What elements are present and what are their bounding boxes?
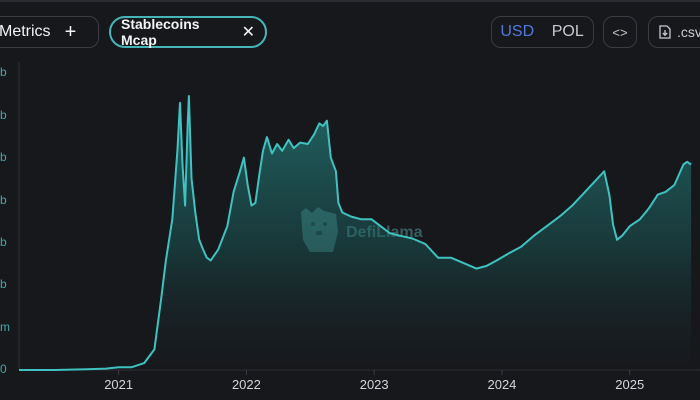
y-tick-label: b — [0, 108, 7, 122]
x-tick-label: 2025 — [615, 377, 644, 392]
x-tick-label: 2021 — [104, 377, 133, 392]
currency-option-usd[interactable]: USD — [500, 23, 535, 40]
code-icon: <> — [612, 24, 628, 40]
x-tick-label: 2024 — [487, 377, 516, 392]
plus-icon: + — [64, 21, 77, 43]
top-border — [0, 0, 700, 2]
y-tick-label: b — [0, 235, 7, 249]
close-icon[interactable]: ✕ — [241, 24, 255, 41]
currency-toggle: USD POL — [491, 16, 594, 48]
y-tick-label: b — [0, 65, 7, 79]
download-file-icon — [659, 25, 671, 39]
metric-chip-label: Stablecoins Mcap — [121, 16, 200, 48]
metric-chip-stablecoins-mcap[interactable]: Stablecoins Mcap ✕ — [109, 16, 267, 48]
x-tick-label: 2022 — [232, 377, 261, 392]
metrics-label: l Metrics — [0, 23, 51, 40]
y-tick-label: 0 — [0, 362, 7, 376]
csv-label: .csv — [677, 24, 700, 40]
metrics-button[interactable]: l Metrics + — [0, 16, 99, 48]
y-tick-label: m — [0, 320, 10, 334]
csv-download-button[interactable]: .csv — [648, 16, 700, 48]
embed-button[interactable]: <> — [603, 16, 637, 48]
y-tick-label: b — [0, 277, 7, 291]
y-tick-label: b — [0, 193, 7, 207]
series-line — [19, 95, 692, 371]
area-fill — [19, 96, 692, 370]
y-tick-label: b — [0, 150, 7, 164]
currency-option-pol[interactable]: POL — [551, 23, 584, 40]
x-tick-label: 2023 — [360, 377, 389, 392]
